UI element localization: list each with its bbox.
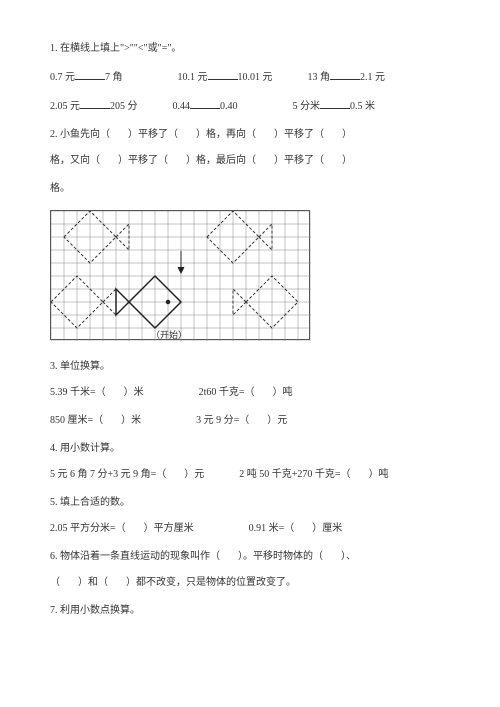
text: ）格，最后向（ (186, 155, 256, 166)
text: 3 元 9 分=（ (196, 415, 249, 426)
text: 10.1 元 (178, 72, 208, 83)
text: 0.7 元 (50, 72, 75, 83)
text: ）元 (267, 415, 287, 426)
blank[interactable] (320, 97, 350, 109)
text: 2.05 元 (50, 101, 80, 112)
q2-line1: 2. 小鱼先向（ ）平移了（ ）格，再向（ ）平移了（ ） (50, 126, 450, 144)
text: ）平方厘米 (144, 523, 194, 534)
text: 2 吨 50 千克+270 千克=（ (239, 469, 350, 480)
q5-row1: 2.05 平方分米=（ ）平方厘米 0.91 米=（ ）厘米 (50, 520, 450, 538)
q5-title: 5. 填上合适的数。 (50, 494, 450, 512)
text: 7 角 (105, 72, 123, 83)
q1-row2: 2.05 元 205 分 0.44 0.40 5 分米 0.5 米 (50, 97, 450, 116)
text: ）平移了（ (274, 129, 324, 140)
fish-diagram: （开始） (50, 210, 310, 340)
text: 5 元 6 角 7 分+3 元 9 角=（ (50, 469, 166, 480)
q2-line3: 格。 (50, 180, 450, 198)
text: （ (50, 577, 60, 588)
text: ） (342, 155, 352, 166)
text: ）和（ (78, 577, 108, 588)
text: ）吨 (273, 387, 293, 398)
q6-line1: 6. 物体沿着一条直线运动的现象叫作（ ）。平移时物体的（ ）、 (50, 548, 450, 566)
text: 6. 物体沿着一条直线运动的现象叫作（ (50, 551, 220, 562)
q3-title: 3. 单位换算。 (50, 358, 450, 376)
text: ）。平移时物体的（ (238, 551, 323, 562)
q1-row1: 0.7 元 7 角 10.1 元 10.01 元 13 角 2.1 元 (50, 68, 450, 87)
text: 2. 小鱼先向（ (50, 129, 110, 140)
text: 5.39 千米=（ (50, 387, 106, 398)
text: ）平移了（ (128, 129, 178, 140)
text: 205 分 (110, 101, 138, 112)
text: ）平移了（ (118, 155, 168, 166)
text: ）平移了（ (274, 155, 324, 166)
text: 2.05 平方分米=（ (50, 523, 126, 534)
text: 5 分米 (293, 101, 321, 112)
diagram-start-label: （开始） (151, 329, 187, 340)
q4-title: 4. 用小数计算。 (50, 440, 450, 458)
q3-row2: 850 厘米=（ ）米 3 元 9 分=（ ）元 (50, 412, 450, 430)
text: 850 厘米=（ (50, 415, 103, 426)
text: ）都不改变，只是物体的位置改变了。 (126, 577, 296, 588)
text: ）元 (184, 469, 204, 480)
text: 0.5 米 (350, 101, 375, 112)
q6-line2: （ ）和（ ）都不改变，只是物体的位置改变了。 (50, 574, 450, 592)
blank[interactable] (208, 68, 238, 80)
q1-title: 1. 在横线上填上">""<"或"="。 (50, 40, 450, 58)
text: ）、 (341, 551, 356, 562)
blank[interactable] (190, 97, 220, 109)
text: ） (342, 129, 352, 140)
text: ）米 (124, 387, 144, 398)
text: 格，又向（ (50, 155, 100, 166)
q4-row1: 5 元 6 角 7 分+3 元 9 角=（ ）元 2 吨 50 千克+270 千克… (50, 466, 450, 484)
blank[interactable] (75, 68, 105, 80)
blank[interactable] (330, 68, 360, 80)
text: 2.1 元 (360, 72, 385, 83)
q2-line2: 格，又向（ ）平移了（ ）格，最后向（ ）平移了（ ） (50, 152, 450, 170)
text: 10.01 元 (238, 72, 273, 83)
text: 0.44 (173, 101, 191, 112)
text: 0.91 米=（ (249, 523, 295, 534)
text: 13 角 (308, 72, 331, 83)
q7-title: 7. 利用小数点换算。 (50, 602, 450, 620)
text: ）吨 (369, 469, 389, 480)
text: ）米 (121, 415, 141, 426)
q3-row1: 5.39 千米=（ ）米 2t60 千克=（ ）吨 (50, 384, 450, 402)
blank[interactable] (80, 97, 110, 109)
text: 0.40 (220, 101, 238, 112)
text: ）格，再向（ (196, 129, 256, 140)
text: 2t60 千克=（ (199, 387, 255, 398)
text: ）厘米 (312, 523, 342, 534)
